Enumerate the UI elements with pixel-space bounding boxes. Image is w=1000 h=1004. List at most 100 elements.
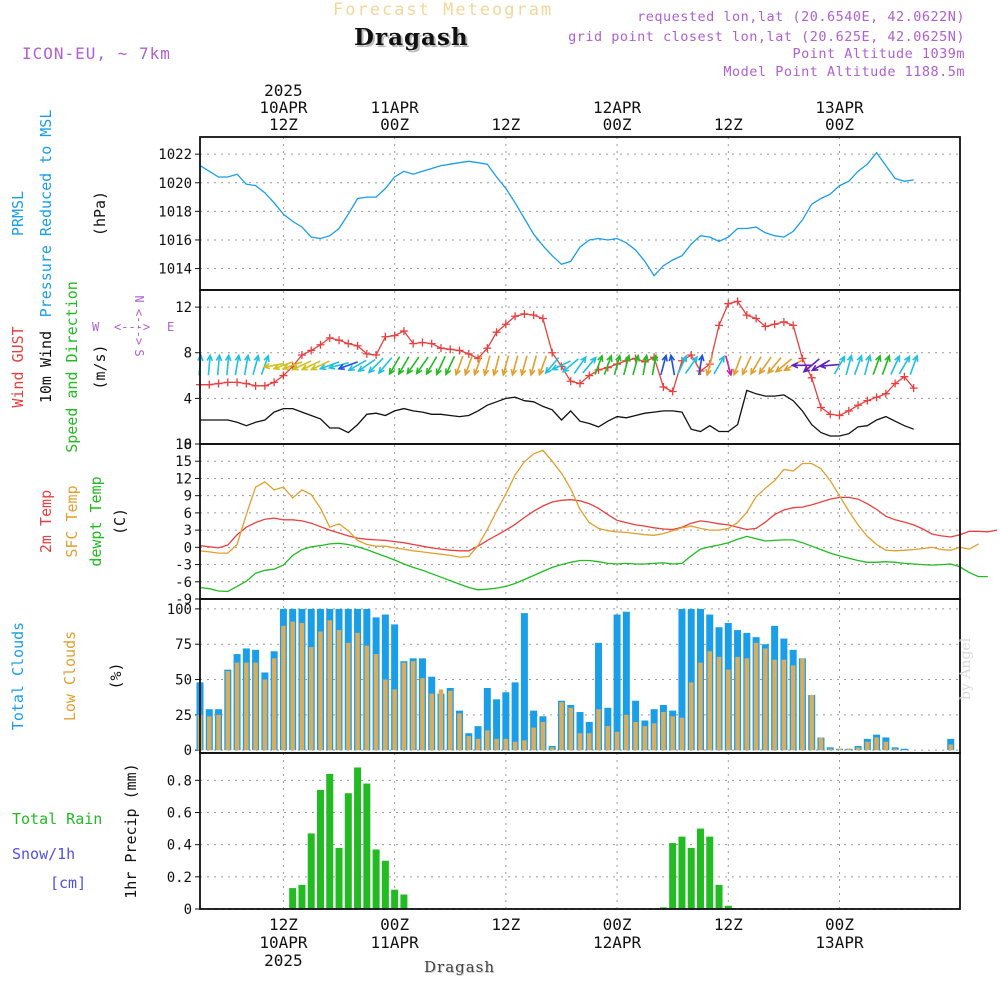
bar (363, 783, 371, 909)
bar (354, 767, 362, 909)
wind-arrow (724, 355, 733, 377)
gust-marker (724, 299, 733, 308)
bar (234, 662, 240, 751)
y-tick-label: 0.4 (167, 838, 192, 854)
wind-arrow (367, 357, 384, 374)
gust-marker (483, 344, 492, 353)
time-label: 10APR (259, 98, 308, 117)
y-tick-label: 75 (175, 637, 192, 653)
bar (281, 625, 286, 751)
y-axis-label: (m/s) (91, 344, 109, 389)
bar (724, 905, 732, 909)
bar (753, 642, 759, 751)
bar (335, 847, 343, 909)
gust-marker (835, 411, 844, 420)
bottom-station-name: Dragash (424, 958, 496, 976)
gust-marker (566, 377, 575, 386)
y-tick-label: 3 (184, 523, 192, 539)
credit-watermark: by Angel (958, 637, 974, 700)
bar (559, 702, 564, 751)
wind-arrow (337, 361, 358, 371)
gust-marker (529, 311, 538, 320)
bar (401, 662, 407, 751)
wind-arrow (435, 355, 446, 377)
bar (494, 738, 499, 751)
gust-marker (844, 406, 853, 415)
y-tick-label: 4 (184, 391, 192, 407)
wind-arrow (206, 353, 214, 376)
wind-arrow (853, 354, 863, 375)
wind-arrow (767, 357, 782, 375)
bar (383, 679, 388, 751)
wind-arrow (651, 353, 659, 376)
bar (391, 889, 399, 909)
gust-marker (223, 378, 232, 387)
gust-marker (372, 351, 381, 360)
wind-arrow (790, 361, 813, 369)
y-axis-label: Total Clouds (9, 622, 27, 730)
bar (698, 662, 703, 751)
bar (687, 608, 695, 751)
bar (540, 721, 546, 751)
gust-marker (779, 317, 788, 326)
gust-marker (464, 349, 473, 358)
bar (642, 726, 648, 751)
wind-arrow (347, 359, 367, 372)
time-label: 11APR (371, 98, 420, 117)
precip-panel: 0 0.2 0.4 0.6 0.8 Total Rain Snow/1h [cm] 1hr Pr… (12, 752, 961, 918)
model-label: ICON-EU, ~ 7km (22, 44, 171, 63)
gust-marker (659, 382, 668, 391)
wind-arrow (252, 353, 261, 376)
bar (790, 665, 796, 751)
point-altitude: Point Altitude 1039m (792, 46, 965, 62)
gust-marker (390, 331, 399, 340)
gust-marker (335, 336, 344, 345)
time-label: 2025 (264, 81, 303, 100)
y-axis-label: (C) (111, 508, 129, 535)
bar (900, 748, 908, 751)
wind-arrow (573, 355, 587, 374)
bar (299, 623, 305, 751)
wind-arrow (510, 355, 519, 377)
series-line (200, 389, 914, 437)
wind-arrow (741, 355, 752, 377)
bar (308, 647, 314, 751)
requested-coordinates: requested lon,lat (20.6540E, 42.0622N) (637, 9, 965, 25)
wind-arrow (454, 355, 464, 377)
bar (253, 662, 258, 751)
bar (429, 693, 434, 751)
series-2m-temp (199, 496, 998, 552)
gust-marker (344, 339, 353, 348)
y-tick-label: 0.2 (167, 870, 192, 886)
y-tick-label: 0 (184, 902, 192, 918)
y-tick-label: 0 (184, 540, 192, 556)
bar (855, 747, 861, 751)
bar (846, 748, 852, 751)
wind-arrow (802, 358, 820, 373)
model-altitude: Model Point Altitude 1188.5m (723, 64, 965, 80)
series-low-clouds (197, 620, 953, 751)
y-axis-label: PRMSL (9, 191, 27, 236)
bar (948, 744, 953, 751)
wind-arrow (425, 356, 438, 376)
gust-marker (455, 346, 464, 355)
gust-marker (891, 379, 900, 388)
gust-marker (418, 338, 427, 347)
y-axis-label: 1hr Precip (mm) (122, 763, 140, 898)
y-tick-label: -6 (175, 575, 192, 591)
bar (772, 659, 777, 751)
bar (502, 692, 510, 751)
bar (763, 648, 768, 751)
bar (669, 843, 677, 909)
gust-marker (297, 351, 306, 360)
y-tick-label: 0 (184, 437, 192, 453)
bar (457, 713, 462, 751)
y-axis-label: Snow/1h (12, 845, 75, 863)
gust-marker (798, 354, 807, 363)
wind-arrow (881, 354, 891, 375)
time-label: 13APR (815, 933, 864, 952)
bar (837, 748, 842, 751)
